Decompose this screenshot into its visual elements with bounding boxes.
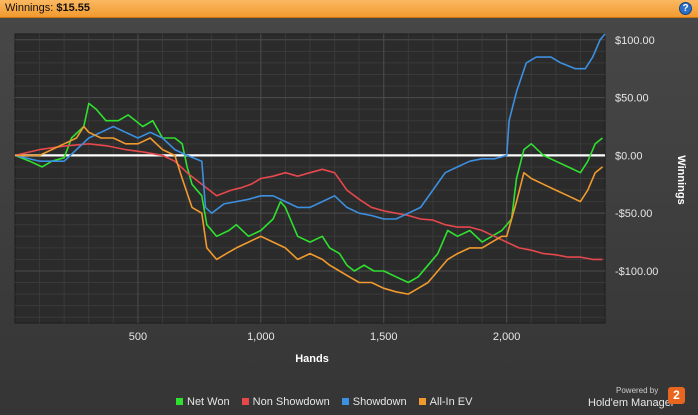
series-lines bbox=[14, 33, 606, 295]
legend-item-non-showdown[interactable]: Non Showdown bbox=[241, 396, 330, 408]
x-tick-label: 500 bbox=[129, 331, 147, 343]
y-tick-label: $100.00 bbox=[615, 35, 655, 47]
legend-swatch-non-showdown bbox=[241, 398, 249, 405]
legend-item-showdown[interactable]: Showdown bbox=[341, 396, 407, 408]
legend-swatch-all-in-ev bbox=[418, 398, 426, 405]
legend-label-net-won: Net Won bbox=[187, 396, 230, 408]
legend-label-showdown: Showdown bbox=[352, 396, 407, 408]
series-line-showdown bbox=[14, 33, 606, 220]
y-tick-label: -$50.00 bbox=[615, 208, 652, 220]
legend: Net Won Non Showdown Showdown All-In EV bbox=[176, 396, 481, 408]
x-tick-label: 2,000 bbox=[493, 331, 521, 343]
x-axis-label: Hands bbox=[295, 353, 329, 365]
winnings-value: $15.55 bbox=[56, 2, 91, 14]
y-tick-label: $50.00 bbox=[615, 93, 649, 105]
y-tick-label: -$100.00 bbox=[615, 266, 658, 278]
y-axis-ticks: $100.00 $50.00 $0.00 -$50.00 -$100.00 bbox=[615, 35, 658, 278]
help-icon[interactable]: ? bbox=[679, 2, 692, 15]
x-axis-ticks: 500 1,000 1,500 2,000 bbox=[129, 331, 521, 343]
series-line-all-in-ev bbox=[15, 125, 603, 295]
winnings-title: Winnings: $15.55 bbox=[5, 2, 90, 14]
branding: Powered by Hold'em Manager 2 bbox=[588, 384, 698, 414]
legend-item-net-won[interactable]: Net Won bbox=[176, 396, 230, 408]
powered-by-text: Powered by bbox=[616, 386, 659, 395]
y-tick-label: $0.00 bbox=[615, 150, 643, 162]
y-axis-label: Winnings bbox=[675, 155, 687, 204]
holdem-manager-logo-text: Hold'em Manager bbox=[588, 397, 675, 409]
winnings-label: Winnings: bbox=[5, 2, 54, 14]
series-line-net-won bbox=[14, 102, 603, 284]
legend-label-non-showdown: Non Showdown bbox=[252, 396, 330, 408]
x-tick-label: 1,000 bbox=[247, 331, 275, 343]
legend-swatch-net-won bbox=[176, 398, 183, 405]
legend-label-all-in-ev: All-In EV bbox=[429, 396, 473, 408]
x-tick-label: 1,500 bbox=[370, 331, 398, 343]
legend-item-all-in-ev[interactable]: All-In EV bbox=[418, 396, 473, 408]
winnings-header-bar: Winnings: $15.55 ? bbox=[0, 0, 698, 18]
hm2-logo-icon: 2 bbox=[668, 387, 685, 404]
legend-swatch-showdown bbox=[341, 398, 349, 405]
series-line-non-showdown bbox=[14, 143, 603, 261]
